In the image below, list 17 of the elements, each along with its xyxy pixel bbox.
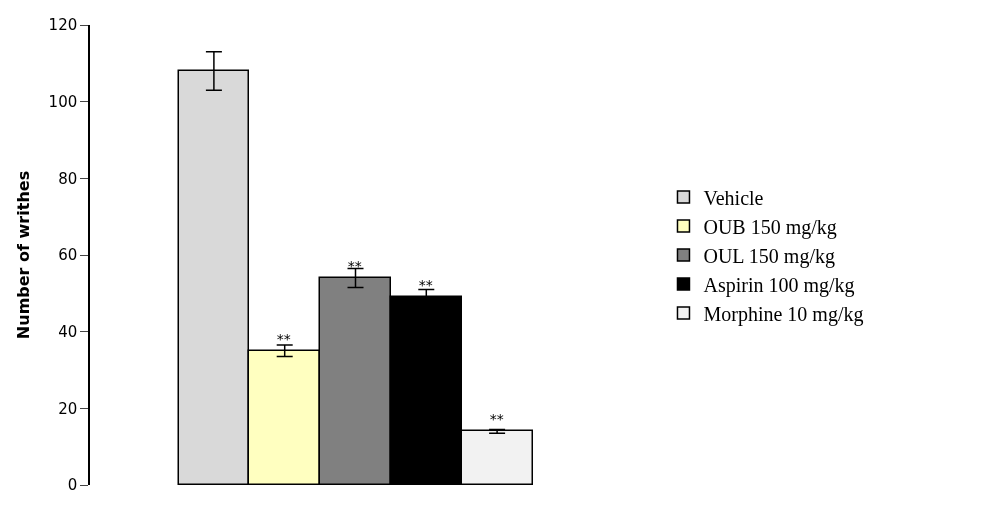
legend-label: Vehicle [703,186,764,209]
legend-label: OUB 150 mg/kg [703,215,837,239]
y-tick-label: 100 [48,92,78,111]
legend-label: OUL 150 mg/kg [703,244,835,268]
y-tick-label: 0 [67,476,78,495]
legend-label: Aspirin 100 mg/kg [703,273,855,297]
data-label: ** [489,411,504,428]
y-axis-title: Number of writhes [14,170,34,340]
y-tick-label: 40 [58,322,78,341]
y-tick-label: 20 [58,399,78,418]
data-label: ** [347,258,362,275]
y-tick-label: 60 [58,246,78,265]
y-tick-label: 80 [58,169,78,188]
legend-label: Morphine 10 mg/kg [703,302,864,326]
data-label: ** [276,331,291,348]
data-label: ** [418,277,433,294]
y-tick-label: 120 [48,16,78,35]
